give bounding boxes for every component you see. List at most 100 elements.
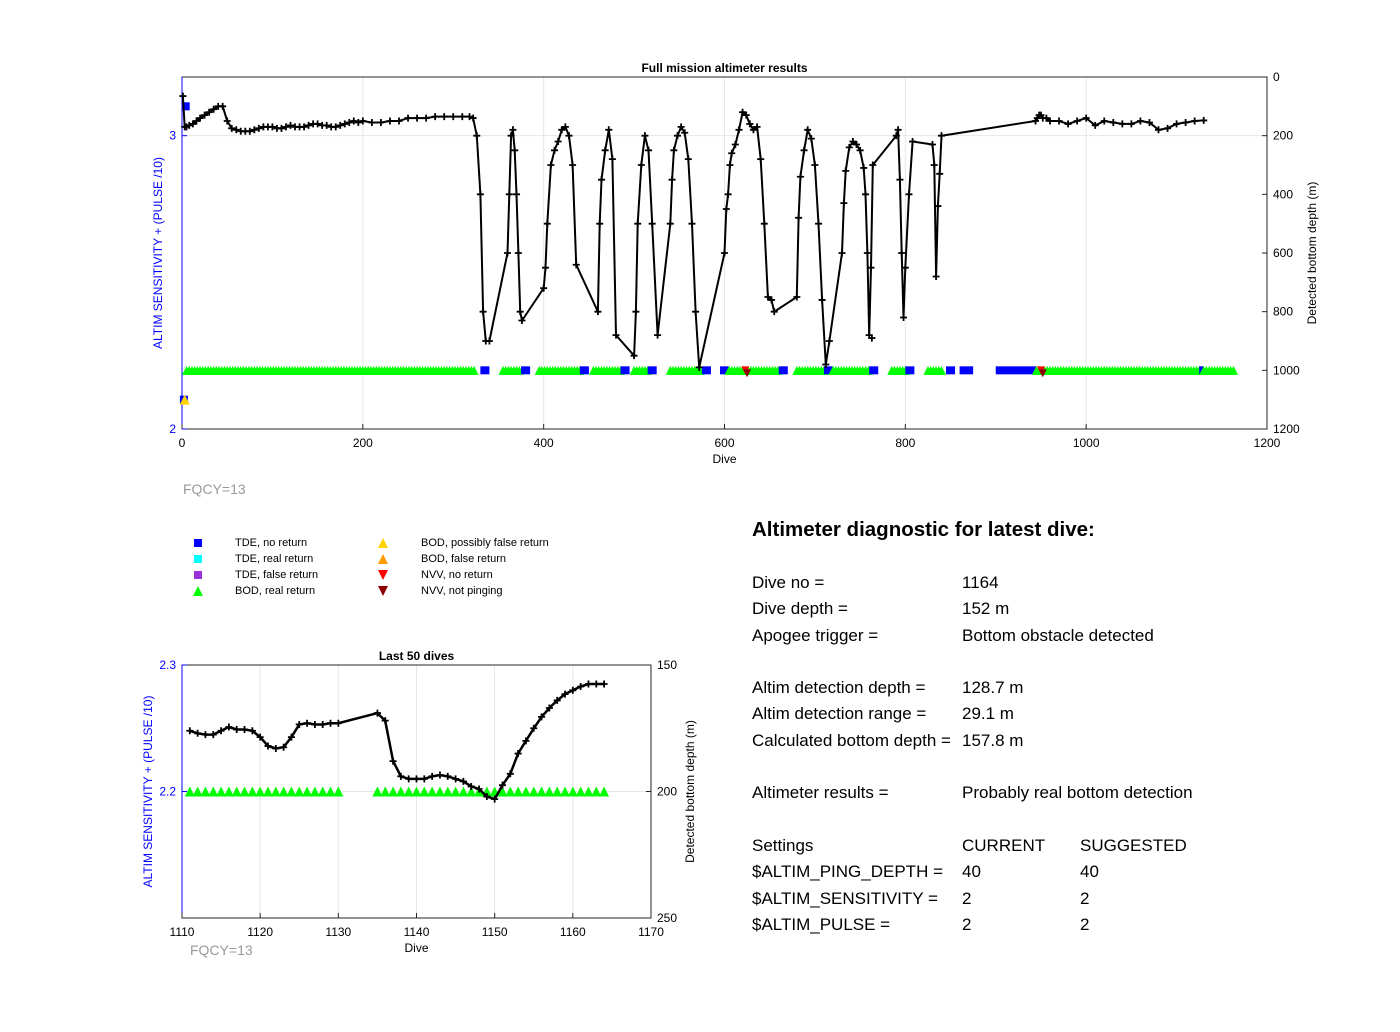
diagnostic-value: 157.8 m — [962, 730, 1024, 750]
status-marker — [419, 786, 430, 797]
depth-point — [569, 161, 577, 169]
depth-point — [1155, 126, 1162, 134]
depth-point — [389, 757, 397, 765]
diagnostic-row: Calculated bottom depth = 157.8 m — [752, 728, 1392, 754]
y-right-tick-label: 600 — [1273, 246, 1293, 260]
depth-point — [467, 782, 475, 790]
status-marker — [411, 786, 422, 797]
depth-point — [688, 220, 696, 228]
depth-point — [867, 264, 875, 272]
depth-point — [440, 113, 448, 121]
depth-point — [770, 308, 778, 316]
diagnostic-key: $ALTIM_PULSE = — [752, 914, 891, 934]
depth-point — [516, 308, 524, 316]
depth-point — [1145, 118, 1153, 126]
status-marker — [544, 786, 555, 797]
depth-point — [666, 220, 674, 228]
depth-point — [768, 296, 776, 304]
status-point — [179, 394, 190, 405]
status-marker — [427, 786, 438, 797]
depth-point — [428, 772, 436, 780]
depth-point — [479, 308, 487, 316]
depth-point — [232, 126, 240, 134]
diagnostic-title: Altimeter diagnostic for latest dive: — [752, 518, 1095, 541]
y-right-tick-label: 1000 — [1273, 363, 1300, 377]
depth-point — [815, 220, 823, 228]
status-segment — [946, 366, 956, 375]
depth-point — [381, 717, 389, 725]
status-marker — [380, 786, 391, 797]
depth-point — [373, 709, 381, 717]
depth-point — [605, 126, 613, 134]
bottom-depth-points — [186, 680, 608, 803]
depth-point — [413, 114, 421, 122]
chart-title: Full mission altimeter results — [641, 61, 807, 75]
diagnostic-key: Altim detection depth = — [752, 678, 926, 698]
depth-point — [507, 132, 515, 140]
depth-point — [1055, 117, 1063, 125]
depth-point — [436, 771, 444, 779]
fqcy-annotation: FQCY=13 — [190, 942, 253, 958]
status-segment — [905, 366, 915, 375]
status-marker — [575, 786, 586, 797]
depth-point — [509, 126, 517, 134]
legend-marker-icon — [378, 538, 388, 548]
depth-point — [319, 720, 327, 728]
depth-point — [901, 264, 909, 272]
diagnostic-panel: Altimeter diagnostic for latest dive: Di… — [752, 518, 1392, 938]
status-segment — [995, 366, 1037, 375]
depth-point — [811, 161, 819, 169]
x-tick-label: 1110 — [170, 925, 195, 939]
legend-label: TDE, no return — [235, 537, 308, 549]
y-left-axis-label: ALTIM SENSITIVITY + (PULSE /10) — [141, 696, 155, 888]
status-marker — [583, 786, 594, 797]
diagnostic-key: $ALTIM_SENSITIVITY = — [752, 888, 938, 908]
y-right-tick-label: 200 — [1273, 129, 1293, 143]
diagnostic-value: 128.7 m — [962, 678, 1024, 698]
depth-point — [341, 120, 349, 128]
diagnostic-row: Altim detection range = 29.1 m — [752, 701, 1392, 727]
depth-point — [458, 113, 466, 121]
depth-point — [196, 114, 204, 122]
depth-point — [645, 146, 653, 154]
depth-point — [210, 105, 218, 113]
depth-point — [869, 161, 877, 169]
status-point — [743, 369, 752, 378]
status-marker — [395, 786, 406, 797]
depth-point — [746, 120, 754, 128]
depth-point — [932, 272, 940, 280]
last-50-chart: 1110 1120 1130 1140 1150 1160 1170 2.2 2.3 150 200… — [141, 649, 697, 958]
status-segment — [959, 366, 974, 375]
depth-point — [1191, 117, 1199, 125]
y-right-tick-label: 400 — [1273, 187, 1293, 201]
depth-point — [241, 726, 249, 734]
status-marker — [560, 786, 571, 797]
status-marker — [302, 786, 313, 797]
depth-point — [1173, 120, 1181, 128]
diagnostic-row: Altimeter results = Probably real bottom … — [752, 780, 1392, 806]
depth-point — [936, 170, 944, 178]
status-marker — [505, 786, 516, 797]
legend-marker-icon — [194, 539, 202, 547]
legend-label: BOD, false return — [421, 553, 506, 565]
depth-point — [724, 190, 732, 198]
bottom-depth-points — [179, 93, 1208, 371]
status-marker — [231, 786, 242, 797]
depth-point — [246, 127, 254, 135]
diagnostic-row: $ALTIM_PULSE = 2 2 — [752, 912, 1392, 938]
diagnostic-row: Dive depth = 152 m — [752, 596, 1392, 622]
depth-point — [268, 123, 276, 131]
y-left-tick-label: 2.2 — [159, 785, 176, 799]
depth-point — [554, 138, 562, 146]
diagnostic-key: Altimeter results = — [752, 783, 889, 803]
depth-point — [804, 126, 812, 134]
depth-point — [735, 126, 743, 134]
y-right-tick-label: 150 — [657, 658, 677, 672]
depth-point — [311, 720, 319, 728]
depth-point — [336, 121, 344, 129]
depth-point — [594, 308, 602, 316]
status-marker — [469, 365, 479, 375]
depth-point — [838, 249, 846, 257]
diagnostic-key: Dive depth = — [752, 599, 848, 619]
depth-point — [332, 123, 340, 131]
